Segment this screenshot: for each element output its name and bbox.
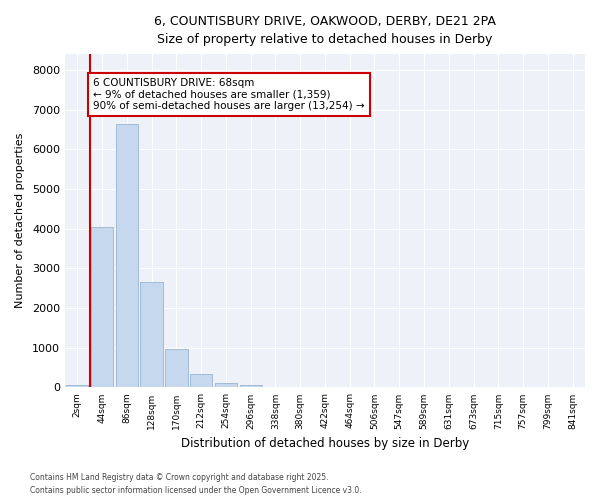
Bar: [190, 374, 212, 388]
Bar: [66, 386, 88, 388]
Bar: [91, 226, 113, 388]
Bar: [140, 282, 163, 388]
Bar: [239, 386, 262, 388]
Text: 6 COUNTISBURY DRIVE: 68sqm
← 9% of detached houses are smaller (1,359)
90% of se: 6 COUNTISBURY DRIVE: 68sqm ← 9% of detac…: [94, 78, 365, 111]
Text: Contains HM Land Registry data © Crown copyright and database right 2025.
Contai: Contains HM Land Registry data © Crown c…: [30, 474, 362, 495]
X-axis label: Distribution of detached houses by size in Derby: Distribution of detached houses by size …: [181, 437, 469, 450]
Bar: [165, 348, 188, 388]
Y-axis label: Number of detached properties: Number of detached properties: [15, 133, 25, 308]
Bar: [116, 124, 138, 388]
Bar: [215, 384, 237, 388]
Title: 6, COUNTISBURY DRIVE, OAKWOOD, DERBY, DE21 2PA
Size of property relative to deta: 6, COUNTISBURY DRIVE, OAKWOOD, DERBY, DE…: [154, 15, 496, 46]
